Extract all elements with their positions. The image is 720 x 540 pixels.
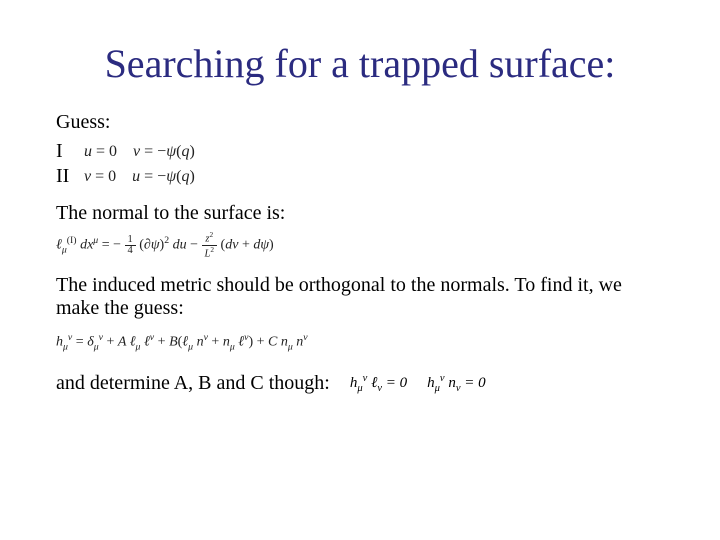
cond-1: hμν ℓν = 0	[350, 373, 407, 394]
case-1-eq: u = 0 v = −ψ(q)	[84, 143, 195, 161]
induced-label: The induced metric should be orthogonal …	[56, 274, 670, 320]
case-2-eq: v = 0 u = −ψ(q)	[84, 168, 195, 186]
cond-2: hμν nν = 0	[427, 373, 486, 394]
case-1-label: I	[56, 140, 74, 163]
case-2-label: II	[56, 165, 74, 188]
case-2-row: II v = 0 u = −ψ(q)	[56, 165, 670, 188]
normal-label: The normal to the surface is:	[56, 202, 670, 225]
guess-label: Guess:	[56, 111, 670, 134]
h-eq: hμν = δμν + A ℓμ ℓν + B(ℓμ nν + nμ ℓν) +…	[56, 332, 670, 352]
page-title: Searching for a trapped surface:	[50, 40, 670, 87]
determine-label: and determine A, B and C though:	[56, 372, 330, 395]
normal-eq: ℓμ(I) dxμ = − 14 (∂ψ)2 du − z2L2 (dv + d…	[56, 231, 670, 260]
case-1-row: I u = 0 v = −ψ(q)	[56, 140, 670, 163]
